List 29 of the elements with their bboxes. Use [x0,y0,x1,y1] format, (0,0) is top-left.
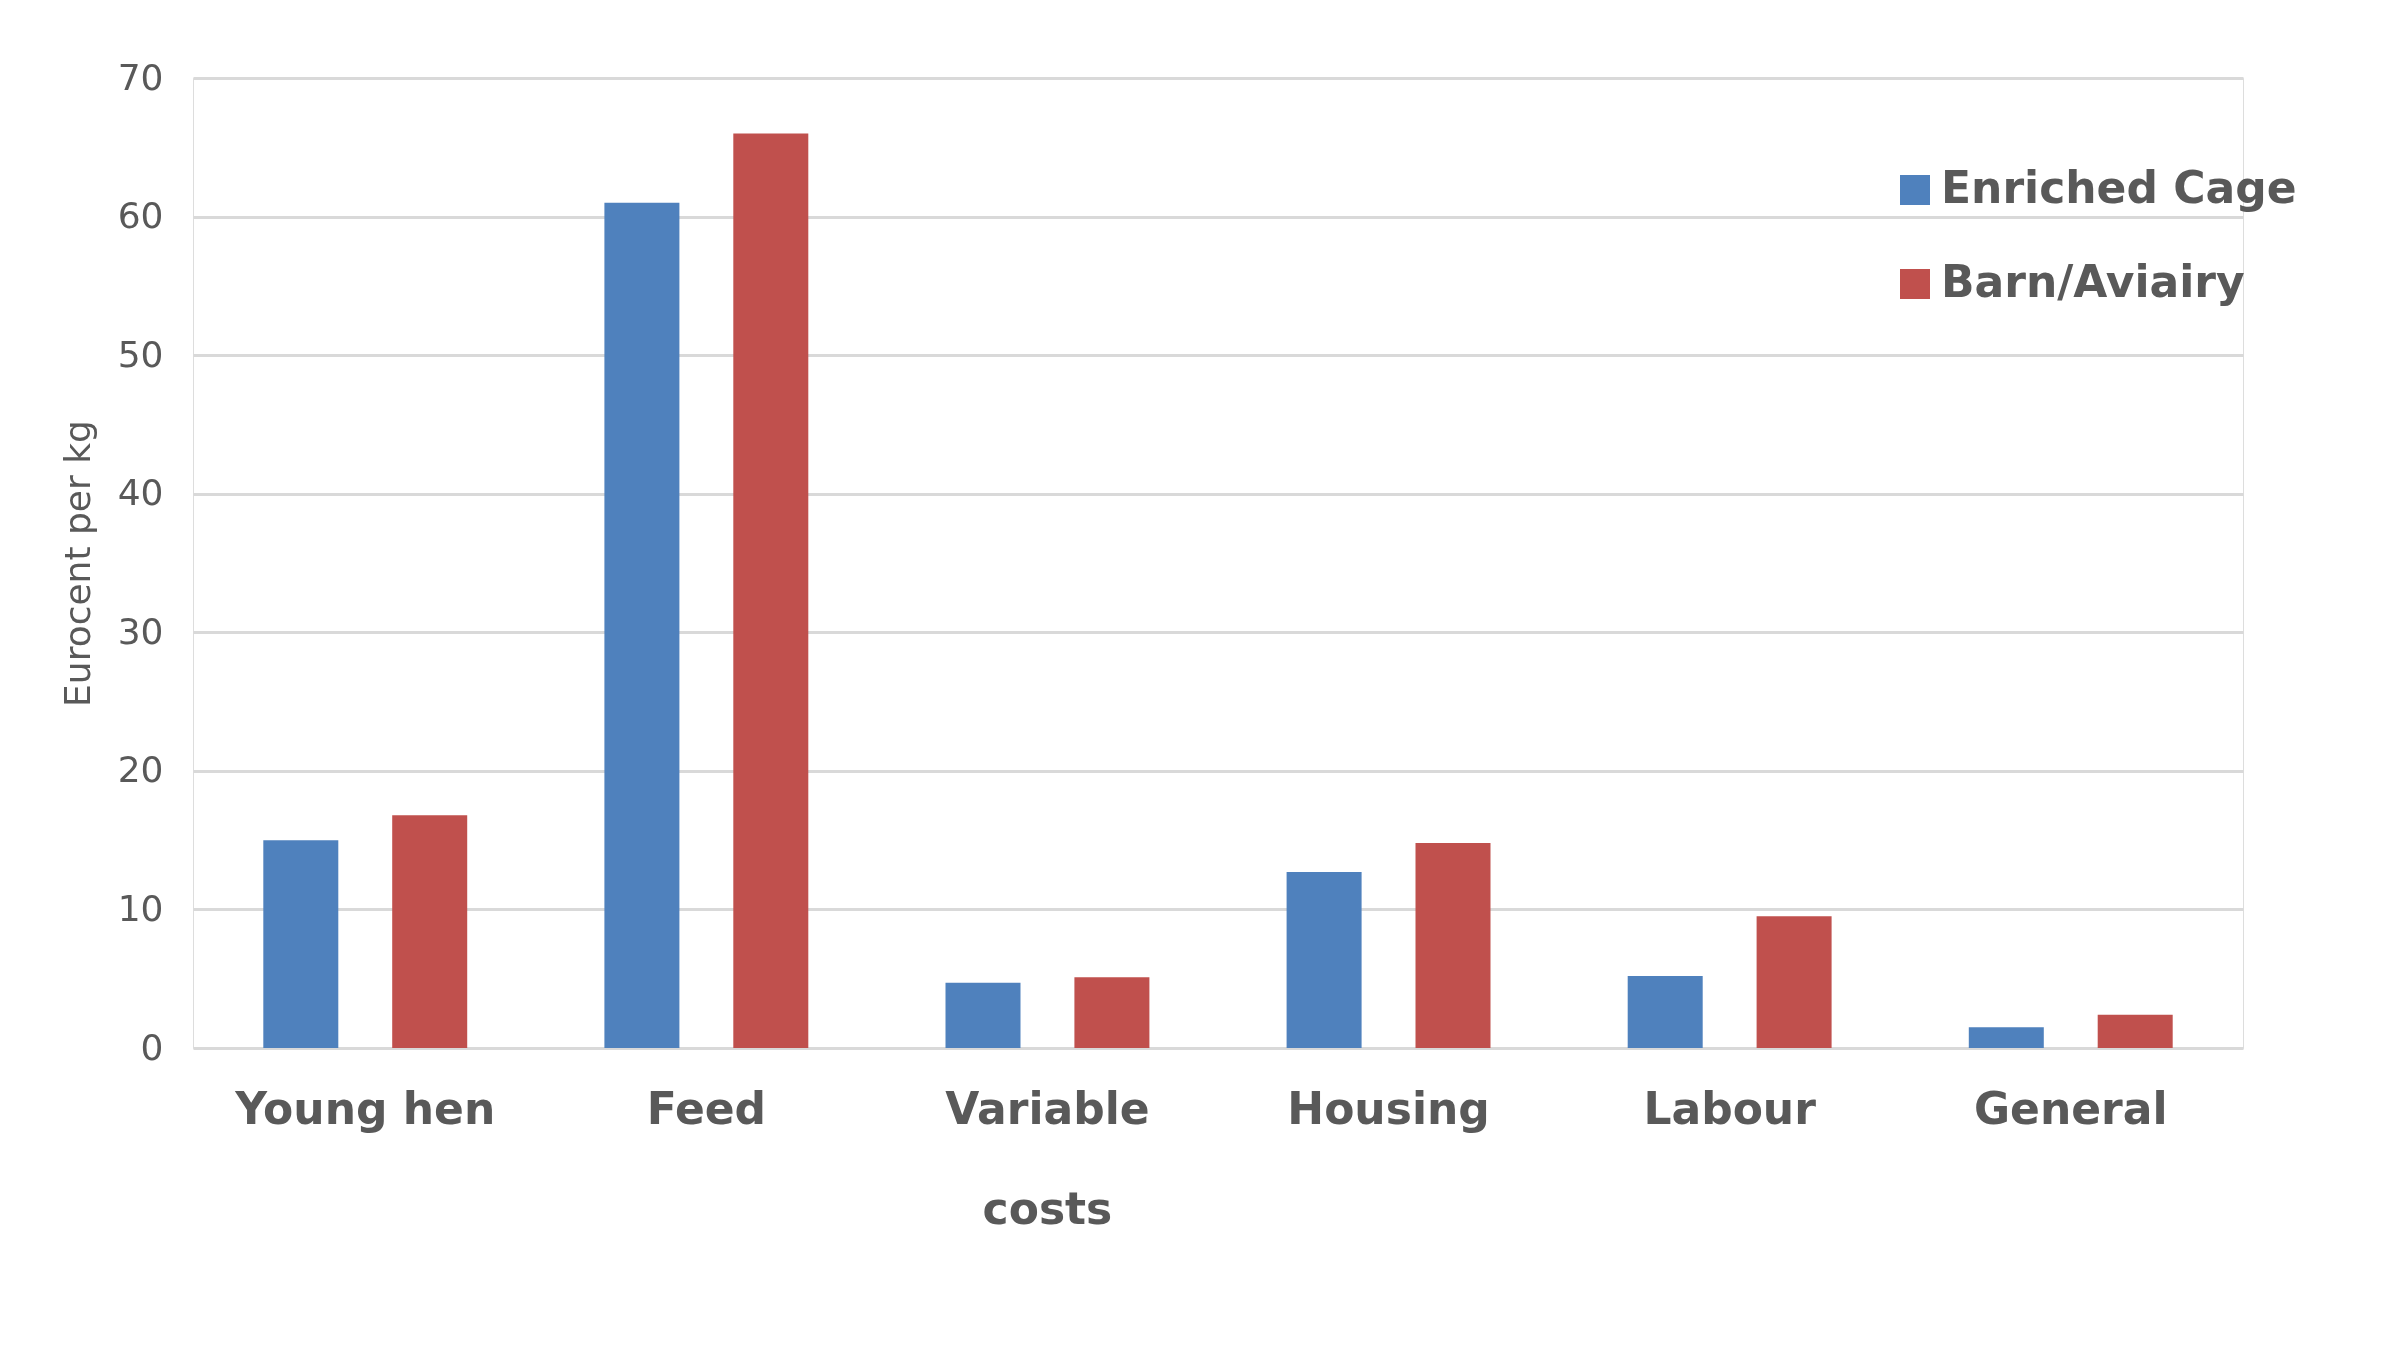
bar [263,840,339,1048]
bar [2097,1014,2173,1048]
x-tick-label: Labour [1643,1082,1817,1134]
bar [1968,1027,2044,1048]
y-tick-label: 50 [117,333,164,375]
y-tick-label: 30 [117,610,164,652]
bar [1286,872,1362,1048]
y-tick-label: 60 [117,195,164,237]
x-tick-label: Feed [646,1082,767,1134]
y-tick-label: 70 [117,56,164,98]
y-tick-label: 20 [117,749,164,791]
x-tick-label: Variable costs [945,1082,1150,1234]
bar [1756,916,1832,1048]
x-tick-label: Housing [1287,1082,1490,1134]
y-tick-label: 40 [117,472,164,514]
y-tick-label: 0 [140,1026,164,1068]
bar [945,982,1021,1048]
x-tick-label: General [1973,1082,2168,1134]
bar [392,815,468,1048]
legend-label: Enriched Cage [1941,162,2297,213]
bar [1627,975,1703,1048]
bar [1074,977,1150,1048]
bar [604,202,680,1048]
legend-label: Barn/Aviairy [1941,256,2245,307]
bar [1415,842,1491,1048]
bar [733,133,809,1048]
y-axis-title: Eurocent per kg [56,420,98,707]
y-tick-label: 10 [117,887,164,929]
x-tick-label: Young hen [234,1082,496,1134]
